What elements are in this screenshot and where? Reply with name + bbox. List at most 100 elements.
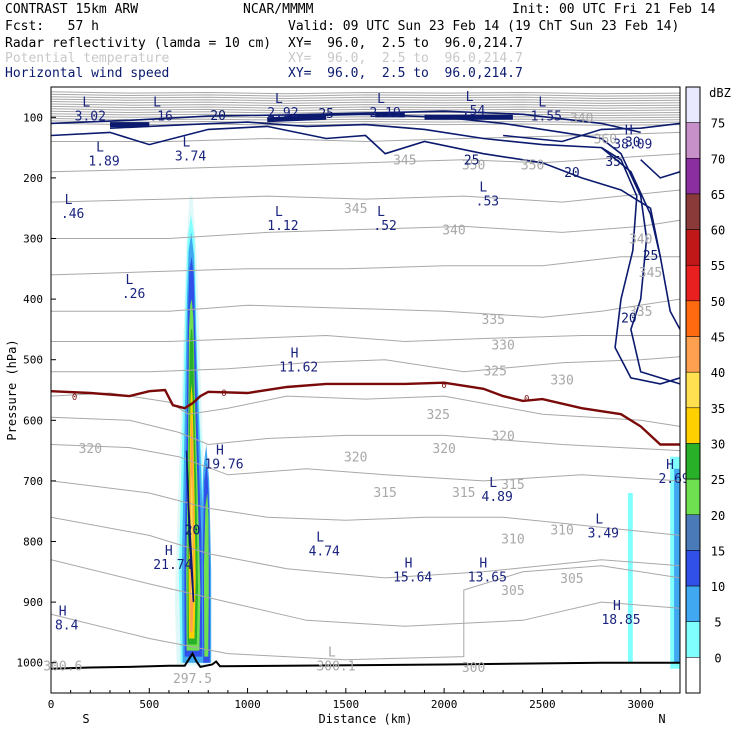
theta-label: 305 xyxy=(501,584,524,599)
field-wind: Horizontal wind speed xyxy=(5,66,170,81)
theta-contour xyxy=(51,416,680,452)
extremum-value: 38.09 xyxy=(613,137,652,152)
extremum-symbol: L xyxy=(275,205,283,220)
colorbar-swatch xyxy=(685,229,701,266)
extremum-value: 300.1 xyxy=(316,660,355,675)
theta-label: 300 xyxy=(462,661,485,676)
extremum-value: 18.85 xyxy=(601,613,640,628)
extrema-markers: L3.02L.16L2.92L2.19L.54L1.55L1.89L3.74H3… xyxy=(43,90,690,687)
source-label: NCAR/MMMM xyxy=(243,2,314,17)
theta-label: 345 xyxy=(393,154,416,169)
theta-contour xyxy=(51,96,680,100)
theta-contour xyxy=(51,120,680,124)
extremum-value: 3.74 xyxy=(175,149,206,164)
extremum-symbol: L xyxy=(466,90,474,105)
y-tick-label: 1000 xyxy=(17,657,44,670)
theta-label: 325 xyxy=(483,365,506,380)
extremum-value: 3.49 xyxy=(588,526,619,541)
extremum-symbol: L xyxy=(489,476,497,491)
axes: 0 500 1000 1500 2000 2500 30001002003004005006… xyxy=(5,111,666,726)
colorbar-frame xyxy=(685,86,701,694)
theta-contour xyxy=(51,559,680,627)
wind-label: 20 xyxy=(210,109,226,124)
theta-label: 320 xyxy=(344,451,367,466)
colorbar-swatch xyxy=(685,158,701,195)
theta-label: 345 xyxy=(344,202,367,217)
extremum-symbol: H xyxy=(666,458,674,473)
colorbar-swatch xyxy=(685,478,701,516)
reflectivity-band xyxy=(627,493,633,663)
extremum-value: 300.6 xyxy=(43,660,82,675)
field-wind-xy: XY= 96.0, 2.5 to 96.0,214.7 xyxy=(288,66,523,81)
theta-contour xyxy=(51,219,680,239)
x-tick-label: 3000 xyxy=(627,698,654,711)
theta-contour xyxy=(51,110,680,114)
extremum-value: 19.76 xyxy=(204,457,243,472)
valid-time: Valid: 09 UTC Sun 23 Feb 14 (19 ChT Sun … xyxy=(288,19,680,34)
y-tick-label: 400 xyxy=(23,293,43,306)
freezing-label: 0 xyxy=(221,389,226,399)
y-tick-label: 300 xyxy=(23,233,43,246)
freezing-line xyxy=(51,381,680,446)
wind-label: 20 xyxy=(185,523,201,538)
wind-label: 25 xyxy=(464,154,480,169)
theta-contour xyxy=(51,444,680,482)
colorbar-swatch xyxy=(685,514,701,551)
theta-label: 310 xyxy=(550,523,573,538)
reflectivity-shading xyxy=(174,196,680,669)
left-endpoint-label: S xyxy=(82,712,89,726)
colorbar-swatch xyxy=(685,371,701,409)
colorbar-label: 15 xyxy=(711,544,725,558)
theta-contour xyxy=(51,103,680,107)
wind-label: 30 xyxy=(625,136,641,151)
field-reflectivity-xy: XY= 96.0, 2.5 to 96.0,214.7 xyxy=(288,36,523,51)
extremum-symbol: L xyxy=(479,180,487,195)
extremum-value: .46 xyxy=(61,207,84,222)
colorbar-label: 50 xyxy=(711,295,725,309)
colorbar-swatch xyxy=(685,621,701,658)
theta-contour xyxy=(51,101,680,104)
theta-contour xyxy=(51,108,680,112)
theta-label: 315 xyxy=(452,486,475,501)
freezing-label: 0 xyxy=(72,393,77,403)
theta-label: 330 xyxy=(550,374,573,389)
extremum-value: 2.69 xyxy=(658,472,689,487)
extremum-value: 2.19 xyxy=(370,106,401,121)
colorbar-swatch xyxy=(685,264,701,302)
colorbar-swatch xyxy=(685,336,701,373)
x-tick-label: 2000 xyxy=(431,698,458,711)
x-tick-label: 1000 xyxy=(234,698,261,711)
wind-contour xyxy=(51,125,680,330)
theta-label: 335 xyxy=(482,313,505,328)
field-theta-xy: XY= 96.0, 2.5 to 96.0,214.7 xyxy=(288,51,523,66)
y-tick-label: 800 xyxy=(23,536,43,549)
colorbar-label: 45 xyxy=(711,331,725,345)
extremum-value: .52 xyxy=(373,219,396,234)
theta-contour xyxy=(51,565,680,661)
colorbar-swatch xyxy=(685,300,701,337)
extremum-symbol: H xyxy=(405,557,413,572)
theta-contour xyxy=(51,98,680,102)
y-tick-label: 100 xyxy=(23,111,43,124)
colorbar-label: 40 xyxy=(711,366,725,380)
theta-label: 350 xyxy=(462,159,485,174)
theta-label: 305 xyxy=(560,572,583,587)
theta-contour xyxy=(51,93,680,97)
extremum-symbol: H xyxy=(216,443,224,458)
theta-label: 340 xyxy=(442,223,465,238)
colorbar-swatch xyxy=(685,407,701,444)
extremum-symbol: H xyxy=(613,599,621,614)
theta-label: 315 xyxy=(373,486,396,501)
field-reflectivity: Radar reflectivity (lamda = 10 cm) xyxy=(5,36,272,51)
freezing-level xyxy=(51,381,680,446)
colorbar-label: 5 xyxy=(714,616,721,630)
x-axis-label: Distance (km) xyxy=(319,712,413,726)
theta-label: 315 xyxy=(501,478,524,493)
colorbar-unit: dBZ xyxy=(709,86,731,100)
extremum-symbol: L xyxy=(126,273,134,288)
theta-label: 320 xyxy=(432,442,455,457)
extremum-symbol: L xyxy=(595,512,603,527)
colorbar-swatch xyxy=(685,550,701,587)
y-tick-label: 200 xyxy=(23,172,43,185)
wind-label: 20 xyxy=(621,311,637,326)
